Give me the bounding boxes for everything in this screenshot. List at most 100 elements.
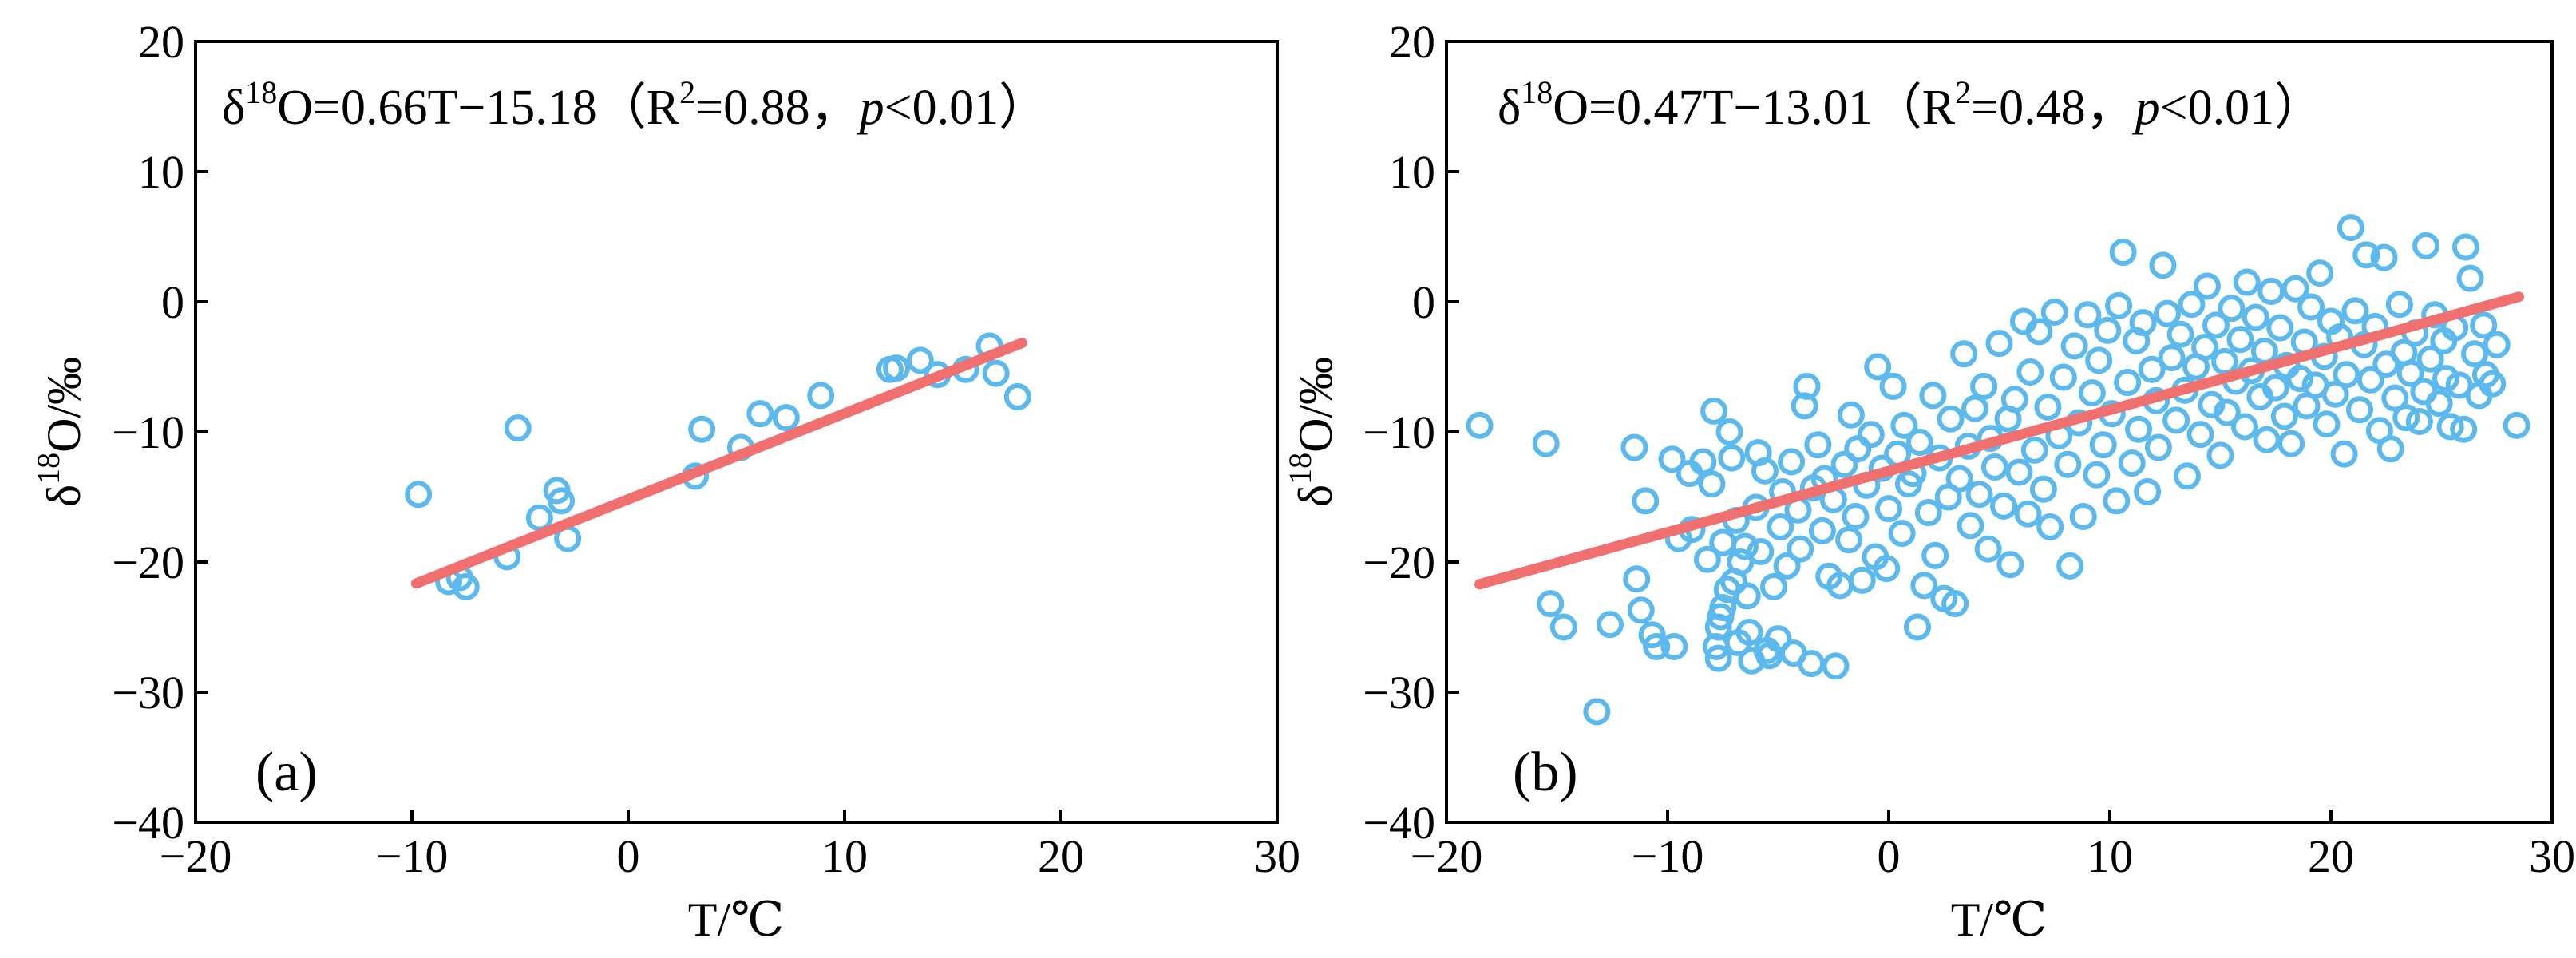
x-ticks-b: −20 −10 0 10 20 30 — [1411, 810, 2575, 882]
data-point-b — [1747, 537, 1775, 565]
data-point-b — [2321, 380, 2349, 408]
data-point-b — [1583, 698, 1611, 726]
data-point-a — [772, 404, 800, 432]
data-point-b — [2392, 404, 2420, 432]
data-point-b — [2306, 259, 2334, 287]
data-point-b — [1914, 499, 1942, 527]
data-point-b — [1990, 492, 2018, 520]
y-tick-label-a: 0 — [161, 276, 184, 328]
data-point-b — [1957, 512, 1984, 540]
data-point-b — [1759, 572, 1787, 600]
data-point-b — [2191, 334, 2219, 362]
data-point-b — [1537, 590, 1565, 618]
x-ticks-a: −20 −10 0 10 20 30 — [160, 810, 1300, 882]
data-point-b — [2083, 461, 2111, 489]
data-point-b — [2416, 345, 2444, 373]
data-point-b — [1842, 502, 1870, 530]
data-point-b — [2333, 361, 2360, 389]
data-point-b — [2445, 371, 2473, 399]
data-point-b — [2085, 346, 2113, 374]
x-tick-label-a: 20 — [1038, 830, 1084, 882]
data-point-b — [2016, 358, 2044, 386]
data-point-b — [2202, 311, 2230, 339]
data-point-b — [1835, 526, 1863, 554]
data-point-b — [2410, 378, 2438, 406]
data-point-b — [1532, 430, 1560, 457]
panel-label-a: (a) — [255, 742, 318, 803]
data-point-b — [1798, 650, 1826, 678]
data-point-b — [2385, 291, 2413, 319]
data-point-b — [2266, 314, 2294, 342]
data-point-b — [2056, 552, 2084, 580]
data-point-b — [2149, 251, 2177, 279]
data-point-b — [1837, 401, 1865, 429]
data-point-b — [2060, 332, 2088, 360]
x-tick-label-b: 30 — [2529, 830, 2575, 882]
data-point-b — [2346, 396, 2374, 424]
data-point-b — [2186, 421, 2214, 449]
x-axis-label-b: T/℃ — [1951, 893, 2047, 946]
data-point-b — [2277, 430, 2305, 457]
data-point-b — [1751, 457, 1779, 485]
data-point-b — [1620, 433, 1648, 461]
data-point-a — [982, 359, 1010, 387]
data-point-b — [2451, 233, 2479, 261]
data-point-b — [2461, 340, 2489, 368]
data-point-b — [2158, 344, 2186, 372]
data-point-b — [1764, 625, 1792, 653]
data-point-b — [2193, 272, 2221, 300]
data-point-b — [1704, 644, 1732, 672]
data-point-b — [2054, 450, 2082, 478]
data-point-b — [2396, 359, 2424, 387]
data-point-b — [2352, 241, 2380, 269]
data-point-b — [2014, 500, 2042, 528]
y-tick-label-a: 10 — [138, 146, 184, 198]
data-point-b — [1660, 632, 1688, 660]
y-tick-label-a: −20 — [112, 536, 184, 588]
data-point-b — [1643, 632, 1671, 660]
data-point-b — [2242, 303, 2269, 331]
data-point-b — [2381, 384, 2409, 412]
data-point-b — [1961, 394, 1989, 422]
data-point-b — [2450, 415, 2478, 443]
y-tick-label-b: −20 — [1363, 536, 1435, 588]
data-point-b — [2297, 293, 2325, 321]
data-point-b — [2233, 268, 2261, 296]
data-point-b — [2144, 433, 2172, 461]
data-point-b — [1879, 372, 1907, 400]
data-point-b — [2020, 436, 2048, 464]
y-tick-label-a: −30 — [112, 667, 184, 718]
panel-label-b: (b) — [1513, 742, 1578, 803]
data-point-b — [1985, 330, 2013, 358]
x-tick-label-a: 0 — [617, 830, 640, 882]
data-point-b — [2118, 449, 2146, 477]
x-tick-label-a: 10 — [821, 830, 868, 882]
data-point-a — [1003, 382, 1031, 410]
panel-b: −40 −30 −20 −10 0 10 20 −20 −10 0 10 20 30 δ18O=0.4… — [1282, 16, 2575, 946]
data-point-b — [2069, 502, 2097, 530]
data-point-b — [1596, 611, 1624, 639]
data-point-a — [746, 400, 774, 428]
data-point-b — [2005, 458, 2033, 486]
data-point-a — [883, 354, 911, 382]
data-point-b — [1875, 495, 1902, 523]
data-point-b — [1822, 652, 1850, 680]
data-point-b — [1919, 382, 1947, 410]
data-point-b — [2226, 326, 2254, 354]
data-point-b — [2330, 440, 2358, 468]
data-point-b — [1890, 411, 1918, 439]
x-tick-label-b: 0 — [1878, 830, 1901, 882]
data-point-b — [2286, 365, 2314, 393]
data-point-b — [1864, 353, 1892, 381]
data-point-b — [1910, 572, 1938, 600]
data-point-b — [1627, 596, 1655, 624]
data-point-a — [504, 414, 532, 442]
data-point-b — [2078, 379, 2106, 407]
data-point-b — [1767, 513, 1794, 540]
data-point-b — [2250, 337, 2278, 365]
data-point-b — [2412, 232, 2440, 259]
data-point-b — [2456, 264, 2484, 292]
data-point-b — [1921, 541, 1949, 569]
data-point-b — [2376, 435, 2404, 463]
data-point-b — [2281, 275, 2309, 303]
